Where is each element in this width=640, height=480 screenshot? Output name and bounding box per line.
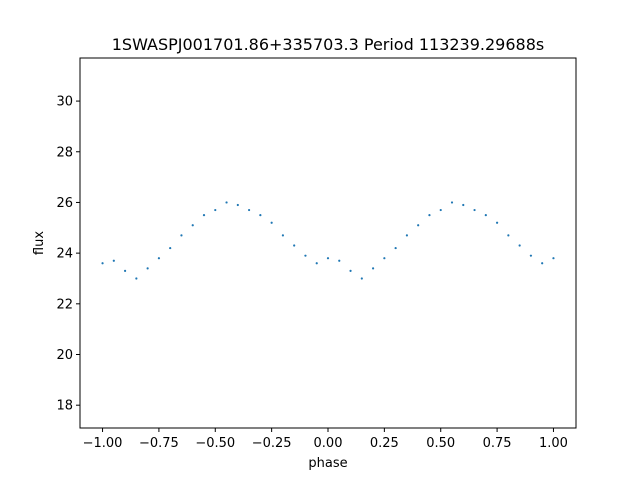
data-point [417,224,420,227]
data-point [371,267,375,270]
x-tick-label: 0.00 [314,436,343,451]
y-axis-ticks: 18 20 22 24 26 28 30 [56,95,80,414]
data-point [225,201,228,204]
y-axis-label: flux [32,231,47,255]
x-tick-label: 0.25 [370,436,399,451]
data-point [101,262,104,265]
data-point [180,234,183,237]
data-point [552,257,555,260]
data-point [439,208,442,212]
data-point [270,221,273,224]
y-tick-label: 26 [56,196,73,211]
data-points [101,201,555,280]
x-tick-label: −0.50 [195,436,235,451]
data-point [405,234,409,237]
data-point [495,221,499,224]
x-tick-label: −0.25 [252,436,292,451]
data-point [247,208,251,212]
data-point [383,257,386,260]
data-point [518,244,521,247]
data-point [338,259,341,262]
data-point [394,246,397,250]
y-tick-label: 30 [56,95,73,110]
x-axis-label: phase [308,456,347,471]
data-point [214,208,217,212]
x-tick-label: −0.75 [139,436,179,451]
data-point [157,257,161,260]
data-point [450,201,454,204]
data-point [281,234,285,237]
data-point [236,203,239,207]
data-point [293,244,296,247]
data-point [507,234,510,237]
y-tick-label: 18 [56,399,73,414]
y-tick-label: 22 [56,297,73,312]
data-point [304,254,307,257]
data-point [360,277,363,280]
data-point [169,246,172,250]
data-point [484,214,487,217]
data-point [428,214,431,217]
y-tick-label: 24 [56,247,73,262]
x-tick-label: −1.00 [83,436,123,451]
data-point [259,214,262,217]
y-tick-label: 28 [56,145,73,160]
x-tick-label: 0.50 [426,436,455,451]
data-point [326,257,330,260]
data-point [135,277,138,280]
data-point [541,262,544,265]
data-point [202,214,206,217]
data-point [146,267,149,270]
x-tick-label: 0.75 [483,436,512,451]
data-point [349,269,352,272]
data-point [315,262,318,265]
data-point [529,254,533,257]
data-point [112,259,115,262]
x-tick-label: 1.00 [539,436,568,451]
data-point [191,224,194,227]
y-tick-label: 20 [56,348,73,363]
x-axis-ticks: −1.00 −0.75 −0.50 −0.25 0.00 0.25 0.50 0.75 1.00 [83,428,568,451]
data-point [473,208,476,212]
chart-title: 1SWASPJ001701.86+335703.3 Period 113239.… [112,35,544,54]
data-point [123,269,127,272]
data-point [462,203,465,207]
